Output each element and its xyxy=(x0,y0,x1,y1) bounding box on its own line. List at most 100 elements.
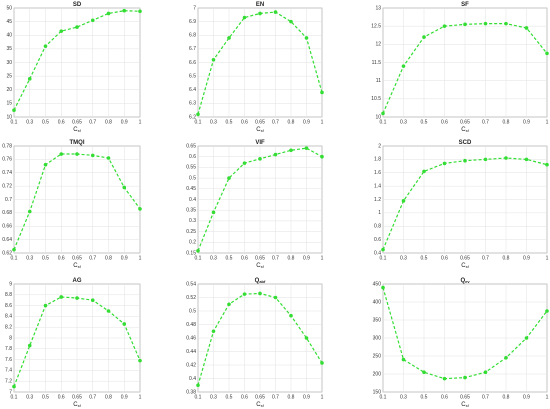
x-tick-label: 0.5 xyxy=(421,119,428,125)
x-tick-label: 0.5 xyxy=(421,394,428,400)
x-tick-label: 0.8 xyxy=(105,255,112,261)
x-tick-label: 0.7 xyxy=(482,394,489,400)
y-tick-label: 7.2 xyxy=(5,379,12,385)
data-point xyxy=(442,24,447,28)
x-tick-label: 0.3 xyxy=(400,119,407,125)
x-tick-label: 0.5 xyxy=(42,394,49,400)
data-point xyxy=(75,25,79,29)
x-tick-label: 0.9 xyxy=(523,394,530,400)
x-tick-label: 0.9 xyxy=(303,255,310,261)
data-point xyxy=(196,249,200,253)
chart-title: SF xyxy=(461,2,469,8)
x-tick-label: 0.7 xyxy=(272,255,279,261)
data-point xyxy=(289,148,293,153)
y-tick-label: 8.8 xyxy=(5,292,12,298)
data-point xyxy=(138,9,142,14)
y-tick-label: 400 xyxy=(373,299,382,305)
chart-title: SD xyxy=(73,2,82,8)
data-point xyxy=(463,375,467,380)
y-tick-label: 30 xyxy=(6,60,12,66)
y-tick-label: 0.6 xyxy=(189,154,196,160)
y-tick-label: 0.52 xyxy=(186,295,196,301)
data-point xyxy=(381,111,385,116)
y-tick-label: 7 xyxy=(193,5,196,11)
y-tick-label: 200 xyxy=(373,371,382,377)
data-point xyxy=(401,64,406,68)
x-label-sub: sf xyxy=(78,264,82,269)
y-tick-label: 0.42 xyxy=(186,362,196,368)
data-point xyxy=(483,157,488,162)
data-point xyxy=(211,57,216,62)
x-tick-label: 0.7 xyxy=(89,255,96,261)
x-tick-label: 0.65 xyxy=(460,394,470,400)
x-label-main: C xyxy=(461,127,466,133)
x-tick-label: 1 xyxy=(321,119,324,125)
x-tick-label: 0.6 xyxy=(241,119,248,125)
x-tick-label: 0.7 xyxy=(272,394,279,400)
x-tick-label: 1 xyxy=(139,394,142,400)
x-axis-label: Csf xyxy=(461,402,469,408)
x-tick-label: 0.65 xyxy=(72,119,82,125)
y-tick-label: 12.5 xyxy=(371,23,381,29)
data-line xyxy=(13,10,141,111)
data-point xyxy=(106,11,111,16)
x-tick-label: 0.5 xyxy=(421,255,428,261)
y-tick-label: 0.55 xyxy=(186,165,196,171)
y-tick-label: 0.5 xyxy=(189,308,196,314)
data-point xyxy=(122,8,127,13)
x-tick-label: 0.6 xyxy=(241,394,248,400)
title-main: SF xyxy=(461,2,469,8)
data-point xyxy=(90,18,95,23)
title-main: SD xyxy=(73,2,82,8)
x-tick-label: 1 xyxy=(321,255,324,261)
x-label-sub: sf xyxy=(78,403,82,408)
x-tick-label: 0.7 xyxy=(482,255,489,261)
data-point xyxy=(483,370,488,375)
x-tick-label: 0.3 xyxy=(26,119,33,125)
data-point xyxy=(27,209,32,214)
x-tick-label: 0.3 xyxy=(400,255,407,261)
x-tick-label: 0.6 xyxy=(441,394,448,400)
x-tick-label: 0.5 xyxy=(226,394,233,400)
data-point xyxy=(504,156,508,160)
data-point xyxy=(545,51,549,56)
x-tick-label: 0.8 xyxy=(105,394,112,400)
x-label-sub: sf xyxy=(261,128,265,133)
title-main: EN xyxy=(256,2,264,8)
y-tick-label: 2 xyxy=(378,143,381,149)
x-tick-label: 0.3 xyxy=(400,394,407,400)
data-point xyxy=(258,11,262,16)
y-tick-label: 8.6 xyxy=(5,303,12,309)
data-point xyxy=(211,210,216,215)
x-axis-label: Csf xyxy=(73,402,81,408)
title-main: Q xyxy=(460,278,465,284)
x-axis-label: Csf xyxy=(461,127,469,133)
y-tick-label: 0.64 xyxy=(2,237,12,243)
y-tick-label: 6.6 xyxy=(189,60,196,66)
data-point xyxy=(43,303,48,308)
x-tick-label: 0.1 xyxy=(195,394,202,400)
x-tick-label: 0.3 xyxy=(210,119,217,125)
title-sub: ev xyxy=(465,279,470,284)
x-axis-label: Csf xyxy=(73,127,81,133)
x-tick-label: 0.8 xyxy=(288,119,295,125)
data-point xyxy=(122,185,127,190)
x-tick-label: 0.8 xyxy=(288,394,295,400)
y-tick-label: 450 xyxy=(373,281,382,287)
x-tick-label: 0.3 xyxy=(26,394,33,400)
data-point xyxy=(106,309,111,313)
x-tick-label: 0.9 xyxy=(303,119,310,125)
x-tick-label: 0.1 xyxy=(11,255,18,261)
y-tick-label: 20 xyxy=(6,87,12,93)
y-tick-label: 10.5 xyxy=(371,96,381,102)
x-tick-label: 0.65 xyxy=(255,255,265,261)
y-tick-label: 6.5 xyxy=(189,73,196,79)
x-tick-label: 0.1 xyxy=(380,119,387,125)
y-tick-label: 150 xyxy=(373,389,382,395)
title-main: SCD xyxy=(459,140,472,146)
y-tick-label: 0.62 xyxy=(2,250,12,256)
x-tick-label: 0.9 xyxy=(121,255,128,261)
data-point xyxy=(463,158,467,163)
data-point xyxy=(524,157,529,162)
